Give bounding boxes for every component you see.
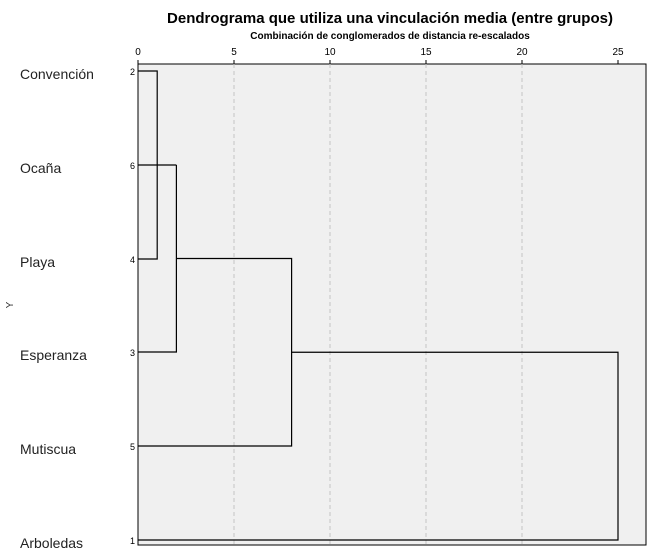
y-axis-label: Y bbox=[5, 301, 16, 308]
leaf-id: 4 bbox=[130, 255, 135, 265]
tick-label: 20 bbox=[516, 47, 528, 58]
leaf-label: Convención bbox=[20, 66, 94, 82]
leaf-label: Playa bbox=[20, 254, 55, 270]
leaf-id: 5 bbox=[130, 442, 135, 452]
tick-label: 0 bbox=[135, 47, 141, 58]
leaf-id: 3 bbox=[130, 348, 135, 358]
x-axis-label: Combinación de conglomerados de distanci… bbox=[250, 31, 530, 42]
plot-area bbox=[137, 63, 647, 546]
tick-label: 15 bbox=[420, 47, 432, 58]
leaf-id: 2 bbox=[130, 67, 135, 77]
chart-title: Dendrograma que utiliza una vinculación … bbox=[167, 10, 613, 27]
tick-label: 5 bbox=[231, 47, 237, 58]
leaf-id: 6 bbox=[130, 161, 135, 171]
leaf-labels: Convención 2 Ocaña 6 Playa 4 Esperanza 3 Mutiscu… bbox=[20, 66, 135, 551]
leaf-label: Arboledas bbox=[20, 535, 83, 551]
x-axis-ticks: 0 5 10 15 20 25 bbox=[135, 47, 624, 64]
grid-lines bbox=[233, 64, 523, 545]
leaf-label: Ocaña bbox=[20, 160, 61, 176]
leaf-label: Mutiscua bbox=[20, 441, 76, 457]
dendrogram-links bbox=[138, 70, 619, 541]
dendrogram-link bbox=[138, 351, 619, 541]
leaf-id: 1 bbox=[130, 536, 135, 546]
tick-label: 10 bbox=[324, 47, 336, 58]
leaf-label: Esperanza bbox=[20, 347, 87, 363]
tick-label: 25 bbox=[612, 47, 624, 58]
dendrogram-link bbox=[138, 165, 177, 353]
